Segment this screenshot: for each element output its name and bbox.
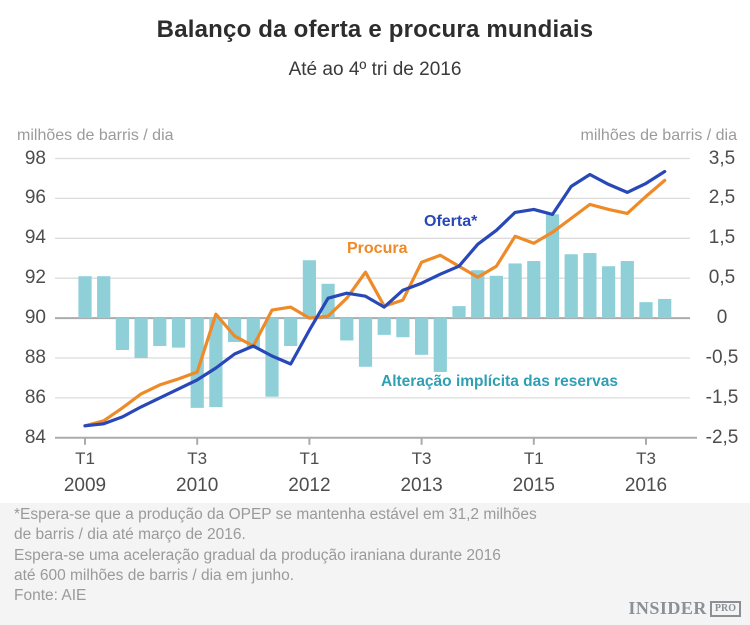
x-axis-tick-label: T3 2016: [604, 449, 688, 497]
right-axis-tick-label: -2,5: [705, 426, 739, 448]
right-axis-tick-label: -0,5: [705, 347, 739, 368]
x-tick-quarter: T3: [636, 449, 656, 468]
legend-procura-label: Procura: [347, 240, 408, 257]
right-axis-tick-label: 0: [716, 307, 728, 329]
reserve-bar: [658, 298, 672, 319]
x-tick-quarter: T1: [75, 449, 95, 468]
x-tick-quarter: T1: [299, 449, 320, 468]
reserve-bar: [153, 318, 167, 347]
footnote-line: *Espera-se que a produção da OPEP se man…: [14, 506, 537, 523]
right-axis-tick-label: 2,5: [708, 187, 736, 209]
reserve-bar: [415, 318, 429, 355]
reserve-bar: [171, 318, 186, 348]
right-axis-tick-label: -1,5: [705, 386, 739, 408]
footnote-line: até 600 milhões de barris / dia em junho…: [14, 566, 295, 584]
right-axis-tick-label: 1,5: [708, 227, 736, 249]
footer-band: [0, 503, 750, 625]
x-tick-year: 2010: [176, 475, 219, 496]
left-axis-tick-label: 84: [24, 426, 46, 448]
left-axis-tick-label: 92: [24, 267, 46, 289]
footnotes: *Espera-se que a produção da OPEP se man…: [14, 505, 574, 606]
x-axis-tick-label: T1 2009: [43, 449, 127, 497]
x-tick-year: 2009: [63, 475, 107, 496]
reserve-bar: [583, 253, 597, 319]
left-axis-tick-label: 86: [24, 386, 46, 408]
chart-title: Balanço da oferta e procura mundiais: [156, 16, 594, 43]
x-axis-tick-label: T1 2012: [267, 449, 351, 497]
legend-reservas-label: Alteração implícita das reservas: [381, 373, 618, 390]
reserve-bar: [115, 318, 129, 351]
x-tick-year: 2015: [512, 475, 555, 496]
x-axis-tick-label: T3 2013: [380, 449, 464, 497]
oferta-line: [83, 169, 667, 428]
reserve-bar: [433, 318, 447, 372]
insiderpro-logo: INSIDER PRO: [628, 598, 741, 619]
reserve-bar: [377, 318, 391, 335]
reserve-bar: [134, 318, 148, 358]
x-tick-quarter: T3: [187, 449, 208, 468]
logo-name: INSIDER: [628, 598, 707, 618]
left-axis-tick-label: 98: [24, 147, 46, 169]
left-axis-caption: milhões de barris / dia: [17, 127, 174, 144]
left-axis-tick-label: 96: [24, 187, 46, 209]
x-tick-year: 2016: [624, 475, 668, 496]
right-axis-tick-label: 3,5: [708, 147, 736, 169]
x-tick-quarter: T1: [523, 449, 544, 468]
reserve-bar: [639, 302, 653, 319]
reserve-bar: [620, 261, 634, 319]
reserve-bar: [564, 254, 578, 319]
reserve-bar: [471, 270, 485, 319]
reserve-bar: [284, 318, 298, 347]
left-axis-tick-label: 94: [24, 227, 46, 249]
left-axis-tick-label: 90: [24, 307, 46, 329]
reserve-bar: [190, 318, 204, 408]
x-axis-tick-label: T1 2015: [492, 449, 576, 497]
reserve-bar: [209, 318, 223, 408]
right-axis-caption: milhões de barris / dia: [580, 127, 737, 144]
legend-oferta-label: Oferta*: [424, 213, 478, 230]
reserve-bar: [358, 318, 373, 367]
right-axis-tick-label: 0,5: [708, 267, 736, 289]
footnote-line: de barris / dia até março de 2016.: [14, 526, 246, 544]
reserve-bar: [78, 276, 92, 319]
x-tick-year: 2013: [400, 475, 443, 496]
reserve-bar: [508, 263, 522, 319]
x-tick-quarter: T3: [411, 449, 432, 468]
reserve-bar: [489, 275, 503, 319]
reserve-bar: [452, 306, 466, 319]
reserve-bar: [302, 260, 316, 319]
reserve-bar: [340, 318, 354, 341]
x-axis-tick-label: T3 2010: [155, 449, 239, 497]
logo-suffix-badge: PRO: [709, 600, 741, 617]
procura-line: [83, 178, 667, 428]
footnote-line: Fonte: AIE: [14, 587, 87, 605]
chart-subtitle: Até ao 4º tri de 2016: [288, 59, 462, 80]
x-tick-year: 2012: [288, 475, 331, 496]
reserve-bar: [545, 214, 560, 319]
reserve-bar: [527, 261, 541, 319]
reserve-bar: [396, 318, 410, 338]
footnote-line: Espera-se uma aceleração gradual da prod…: [14, 546, 501, 564]
left-axis-tick-label: 88: [24, 347, 46, 368]
reserve-bar: [602, 266, 616, 319]
reserve-bar: [97, 276, 111, 319]
